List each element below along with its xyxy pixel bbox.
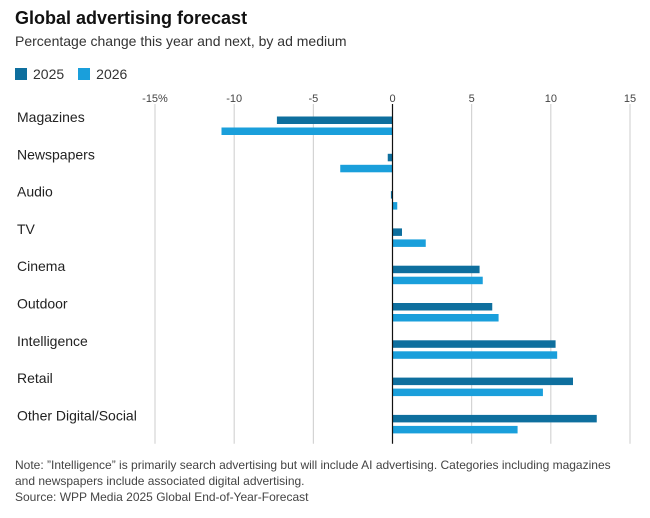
x-tick-label: -15%	[142, 93, 168, 105]
bar-2026	[392, 276, 483, 285]
bar-2026	[392, 314, 499, 322]
legend-swatch-2026	[78, 68, 91, 80]
bar-2026	[392, 351, 558, 359]
legend: 2025 2026	[15, 66, 127, 82]
legend-item-2026: 2026	[78, 66, 127, 82]
bar-2026	[392, 388, 543, 397]
bar-2025	[392, 228, 402, 236]
chart-subtitle: Percentage change this year and next, by…	[15, 33, 347, 49]
legend-swatch-2025	[15, 68, 27, 80]
category-label: Intelligence	[17, 333, 88, 349]
category-label: Magazines	[17, 109, 85, 125]
category-label: TV	[17, 221, 36, 237]
bar-2025	[392, 377, 573, 386]
bar-2026	[221, 127, 393, 135]
bar-2025	[390, 191, 393, 199]
chart-footnote: Note: ”Intelligence” is primarily search…	[15, 457, 625, 505]
bar-2025	[387, 153, 393, 162]
category-label: Audio	[17, 184, 53, 200]
bar-2025	[276, 116, 393, 124]
category-label: Outdoor	[17, 296, 68, 312]
legend-label-2026: 2026	[96, 66, 128, 82]
note-text: Note: ”Intelligence” is primarily search…	[15, 458, 611, 488]
bar-2026	[340, 164, 393, 173]
bar-2025	[392, 340, 556, 348]
x-tick-label: 0	[389, 93, 395, 105]
category-label: Cinema	[17, 258, 65, 274]
source-text: Source: WPP Media 2025 Global End-of-Yea…	[15, 490, 309, 504]
bar-2026	[392, 202, 398, 210]
category-label: Retail	[17, 370, 53, 386]
category-label: Other Digital/Social	[17, 407, 137, 423]
legend-label-2025: 2025	[33, 66, 65, 82]
x-tick-label: -5	[308, 93, 318, 105]
bar-2026	[392, 239, 426, 247]
category-label: Newspapers	[17, 146, 95, 162]
legend-item-2025: 2025	[15, 66, 64, 82]
x-tick-label: -10	[226, 93, 242, 105]
x-tick-label: 10	[545, 93, 557, 105]
bar-2025	[392, 414, 597, 423]
chart-title: Global advertising forecast	[15, 8, 248, 28]
bar-2025	[392, 265, 480, 274]
x-tick-label: 15	[624, 93, 636, 105]
bar-chart: -15% -10 -5 0 5 10 15 Magazines Newspapers Audio T…	[17, 93, 636, 444]
x-tick-label: 5	[469, 93, 475, 105]
bar-2025	[392, 303, 493, 311]
bar-2026	[392, 425, 518, 434]
